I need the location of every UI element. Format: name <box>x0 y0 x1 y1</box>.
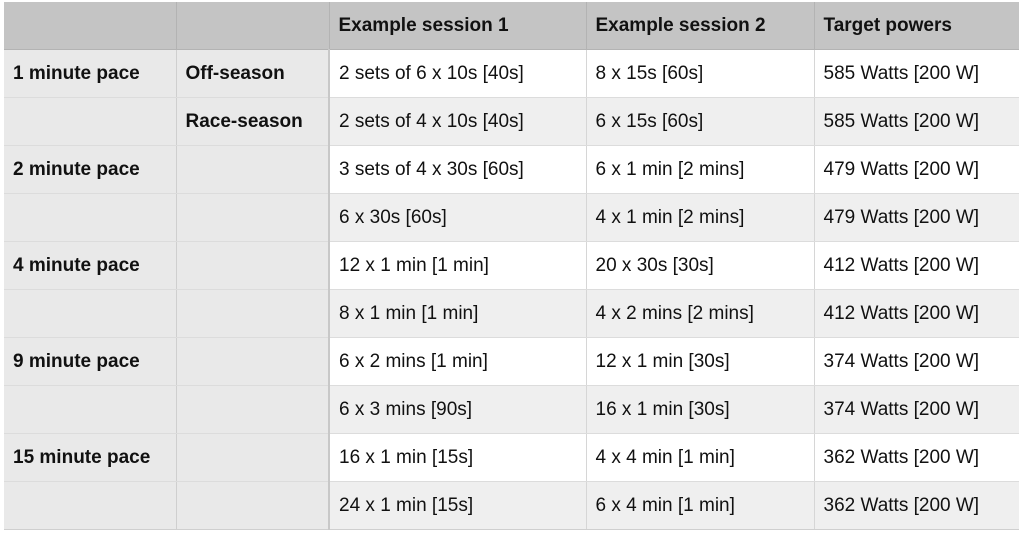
session-2-cell: 6 x 15s [60s] <box>586 97 815 146</box>
session-1-cell: 2 sets of 6 x 10s [40s] <box>329 49 587 98</box>
header-example-session-1: Example session 1 <box>329 2 587 50</box>
season-cell <box>176 481 330 530</box>
target-power-cell: 374 Watts [200 W] <box>814 385 1019 434</box>
target-power-cell: 412 Watts [200 W] <box>814 241 1019 290</box>
session-1-cell: 3 sets of 4 x 30s [60s] <box>329 145 587 194</box>
session-1-cell: 6 x 30s [60s] <box>329 193 587 242</box>
pace-cell <box>4 289 177 338</box>
target-power-cell: 412 Watts [200 W] <box>814 289 1019 338</box>
season-cell <box>176 289 330 338</box>
session-1-cell: 6 x 2 mins [1 min] <box>329 337 587 386</box>
season-cell: Race-season <box>176 97 330 146</box>
target-power-cell: 479 Watts [200 W] <box>814 193 1019 242</box>
session-2-cell: 20 x 30s [30s] <box>586 241 815 290</box>
session-2-cell: 6 x 1 min [2 mins] <box>586 145 815 194</box>
session-2-cell: 4 x 4 min [1 min] <box>586 433 815 482</box>
target-power-cell: 585 Watts [200 W] <box>814 49 1019 98</box>
season-cell <box>176 241 330 290</box>
pace-cell <box>4 481 177 530</box>
pace-cell <box>4 97 177 146</box>
session-2-cell: 4 x 1 min [2 mins] <box>586 193 815 242</box>
training-table-container: Example session 1 Example session 2 Targ… <box>4 2 1019 530</box>
pace-cell: 1 minute pace <box>4 49 177 98</box>
season-cell <box>176 385 330 434</box>
session-1-cell: 16 x 1 min [15s] <box>329 433 587 482</box>
pace-cell <box>4 385 177 434</box>
header-pace <box>4 2 177 50</box>
training-sessions-table: Example session 1 Example session 2 Targ… <box>4 2 1019 530</box>
pace-cell: 4 minute pace <box>4 241 177 290</box>
session-1-cell: 8 x 1 min [1 min] <box>329 289 587 338</box>
target-power-cell: 585 Watts [200 W] <box>814 97 1019 146</box>
header-target-powers: Target powers <box>814 2 1019 50</box>
season-cell <box>176 337 330 386</box>
season-cell <box>176 193 330 242</box>
table-body: 1 minute pace Off-season 2 sets of 6 x 10s… <box>4 49 1019 530</box>
session-1-cell: 12 x 1 min [1 min] <box>329 241 587 290</box>
session-2-cell: 4 x 2 mins [2 mins] <box>586 289 815 338</box>
session-2-cell: 16 x 1 min [30s] <box>586 385 815 434</box>
session-2-cell: 8 x 15s [60s] <box>586 49 815 98</box>
table-row: 2 minute pace 3 sets of 4 x 30s [60s] 6 x … <box>4 145 1019 194</box>
season-cell <box>176 433 330 482</box>
season-cell <box>176 145 330 194</box>
session-2-cell: 6 x 4 min [1 min] <box>586 481 815 530</box>
table-row: 1 minute pace Off-season 2 sets of 6 x 10s… <box>4 49 1019 98</box>
table-row: 8 x 1 min [1 min] 4 x 2 mins [2 mins] 412 … <box>4 289 1019 338</box>
table-row: 9 minute pace 6 x 2 mins [1 min] 12 x 1 mi… <box>4 337 1019 386</box>
season-cell: Off-season <box>176 49 330 98</box>
header-season <box>176 2 330 50</box>
target-power-cell: 374 Watts [200 W] <box>814 337 1019 386</box>
pace-cell <box>4 193 177 242</box>
pace-cell: 2 minute pace <box>4 145 177 194</box>
session-2-cell: 12 x 1 min [30s] <box>586 337 815 386</box>
table-row: 6 x 30s [60s] 4 x 1 min [2 mins] 479 Watts… <box>4 193 1019 242</box>
header-example-session-2: Example session 2 <box>586 2 815 50</box>
table-header: Example session 1 Example session 2 Targ… <box>4 2 1019 50</box>
target-power-cell: 479 Watts [200 W] <box>814 145 1019 194</box>
target-power-cell: 362 Watts [200 W] <box>814 481 1019 530</box>
session-1-cell: 6 x 3 mins [90s] <box>329 385 587 434</box>
session-1-cell: 24 x 1 min [15s] <box>329 481 587 530</box>
pace-cell: 9 minute pace <box>4 337 177 386</box>
header-row: Example session 1 Example session 2 Targ… <box>4 2 1019 50</box>
table-row: 15 minute pace 16 x 1 min [15s] 4 x 4 min … <box>4 433 1019 482</box>
table-row: 24 x 1 min [15s] 6 x 4 min [1 min] 362 Wat… <box>4 481 1019 530</box>
target-power-cell: 362 Watts [200 W] <box>814 433 1019 482</box>
table-row: 6 x 3 mins [90s] 16 x 1 min [30s] 374 Watt… <box>4 385 1019 434</box>
session-1-cell: 2 sets of 4 x 10s [40s] <box>329 97 587 146</box>
table-row: 4 minute pace 12 x 1 min [1 min] 20 x 30s … <box>4 241 1019 290</box>
pace-cell: 15 minute pace <box>4 433 177 482</box>
table-row: Race-season 2 sets of 4 x 10s [40s] 6 x 15… <box>4 97 1019 146</box>
